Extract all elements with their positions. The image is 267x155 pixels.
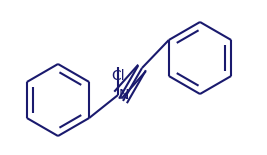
Text: N: N <box>119 88 129 102</box>
Text: Cl: Cl <box>111 69 125 83</box>
